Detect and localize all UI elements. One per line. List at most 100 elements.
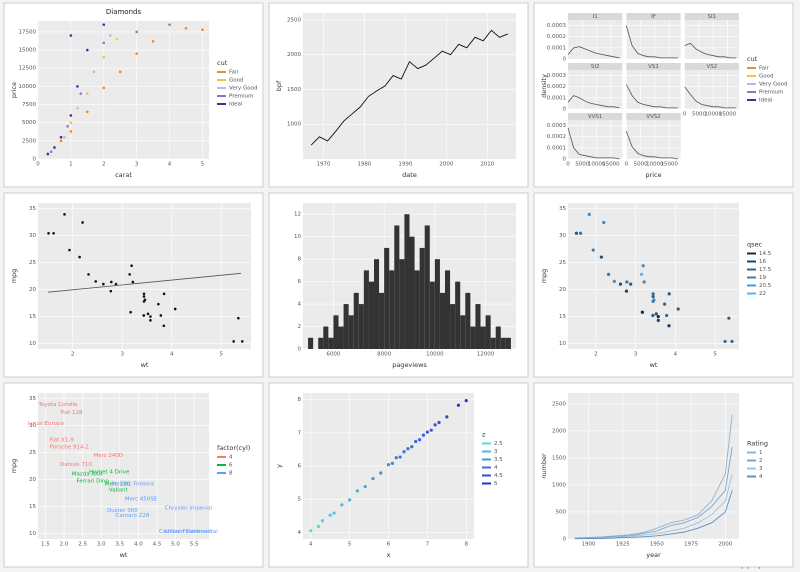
x-tick-label: 2000 <box>718 542 732 548</box>
bar <box>470 326 476 349</box>
point <box>157 302 160 306</box>
point <box>578 231 583 235</box>
x-tick-label: 2 <box>71 352 75 358</box>
bar <box>475 304 481 349</box>
point <box>232 340 235 343</box>
x-tick-label: 5 <box>220 352 224 358</box>
x-tick-label: 2.0 <box>60 542 69 548</box>
legend-label: Fair <box>229 70 240 76</box>
facet-strip <box>684 13 739 20</box>
plot-background <box>568 203 739 349</box>
plot-background <box>684 70 739 109</box>
plot-background <box>626 20 681 59</box>
y-tick-label: 2 <box>298 324 302 330</box>
point <box>92 70 96 74</box>
x-tick-label: 4 <box>168 162 172 168</box>
y-tick-label: 1000 <box>552 482 566 488</box>
point-label: Toyota Corolla <box>37 402 77 408</box>
facet-title: VS2 <box>706 64 717 70</box>
point <box>445 415 449 419</box>
point <box>316 524 321 528</box>
x-tick-label: 1 <box>69 162 73 168</box>
point <box>109 34 112 37</box>
facet-title: VVS1 <box>588 114 603 120</box>
y-tick-label: 0 <box>298 347 302 353</box>
point <box>59 139 63 143</box>
x-axis-label: wt <box>141 361 149 369</box>
x-axis-label: carat <box>115 171 132 179</box>
point <box>591 248 595 252</box>
point-label: Merc 240D <box>93 453 123 459</box>
point <box>86 48 89 52</box>
facet-title: VS1 <box>648 64 659 70</box>
legend-label: 2 <box>759 458 763 464</box>
point <box>142 314 146 317</box>
y-tick-label: 1000 <box>287 122 301 128</box>
point-label: Ferrari Dino <box>77 479 110 485</box>
x-tick-label: 1980 <box>357 162 371 168</box>
y-tick-label: 0 <box>563 57 567 63</box>
x-tick-label: 3 <box>120 352 124 358</box>
point <box>149 315 152 318</box>
plot-background <box>568 393 739 539</box>
x-tick-label: 0 <box>566 162 570 168</box>
legend-title: cut <box>217 59 228 67</box>
point-label: Lincoln Continental <box>165 529 218 535</box>
x-tick-label: 6 <box>387 542 391 548</box>
bar <box>353 292 359 349</box>
x-tick-label: 3.0 <box>97 542 106 548</box>
point <box>162 324 166 328</box>
density-line <box>625 130 678 160</box>
y-tick-label: 0.0001 <box>547 95 566 101</box>
point <box>184 26 188 30</box>
bar <box>445 270 451 349</box>
point <box>363 484 367 489</box>
bar <box>384 247 390 349</box>
point <box>79 92 83 95</box>
x-tick-label: 2 <box>102 162 106 168</box>
y-tick-label: 1500 <box>552 455 566 461</box>
point <box>168 23 171 26</box>
point <box>340 503 344 507</box>
y-tick-label: 10 <box>29 531 36 537</box>
y-tick-label: 4 <box>298 530 302 536</box>
legend-label: 3 <box>759 466 763 472</box>
bar <box>333 315 339 349</box>
point <box>142 300 146 303</box>
bar <box>338 326 344 349</box>
plot-background <box>626 120 681 159</box>
point-label: Mazda RX4 <box>72 472 103 478</box>
x-tick-label: 1975 <box>684 542 698 548</box>
legend-label: Good <box>229 78 243 84</box>
bar <box>379 292 385 349</box>
point <box>406 447 410 451</box>
x-tick-label: 10000 <box>646 162 664 168</box>
y-tick-label: 8 <box>298 397 302 403</box>
y-tick-label: 0.0003 <box>547 123 567 129</box>
point <box>676 307 680 311</box>
plot-background <box>38 21 209 159</box>
bar <box>434 259 440 349</box>
point <box>102 282 105 286</box>
y-axis-label: mpg <box>10 269 18 284</box>
y-tick-label: 12500 <box>19 66 37 72</box>
point <box>654 312 658 316</box>
point <box>47 231 50 235</box>
point <box>237 316 240 320</box>
x-tick-label: 3 <box>634 352 638 358</box>
bar <box>485 315 491 349</box>
point <box>240 340 244 343</box>
bar <box>323 326 329 349</box>
point-label: Lotus Europa <box>28 421 64 427</box>
x-tick-label: 1970 <box>316 162 330 168</box>
legend-label: 8 <box>229 471 233 477</box>
point <box>663 302 667 306</box>
density-line <box>684 86 737 109</box>
density-line <box>567 95 620 109</box>
x-tick-label: 10000 <box>588 162 606 168</box>
point <box>402 450 406 454</box>
point <box>651 294 655 299</box>
point <box>78 255 81 259</box>
y-tick-label: 20 <box>29 477 36 483</box>
y-tick-label: 30 <box>29 233 36 239</box>
